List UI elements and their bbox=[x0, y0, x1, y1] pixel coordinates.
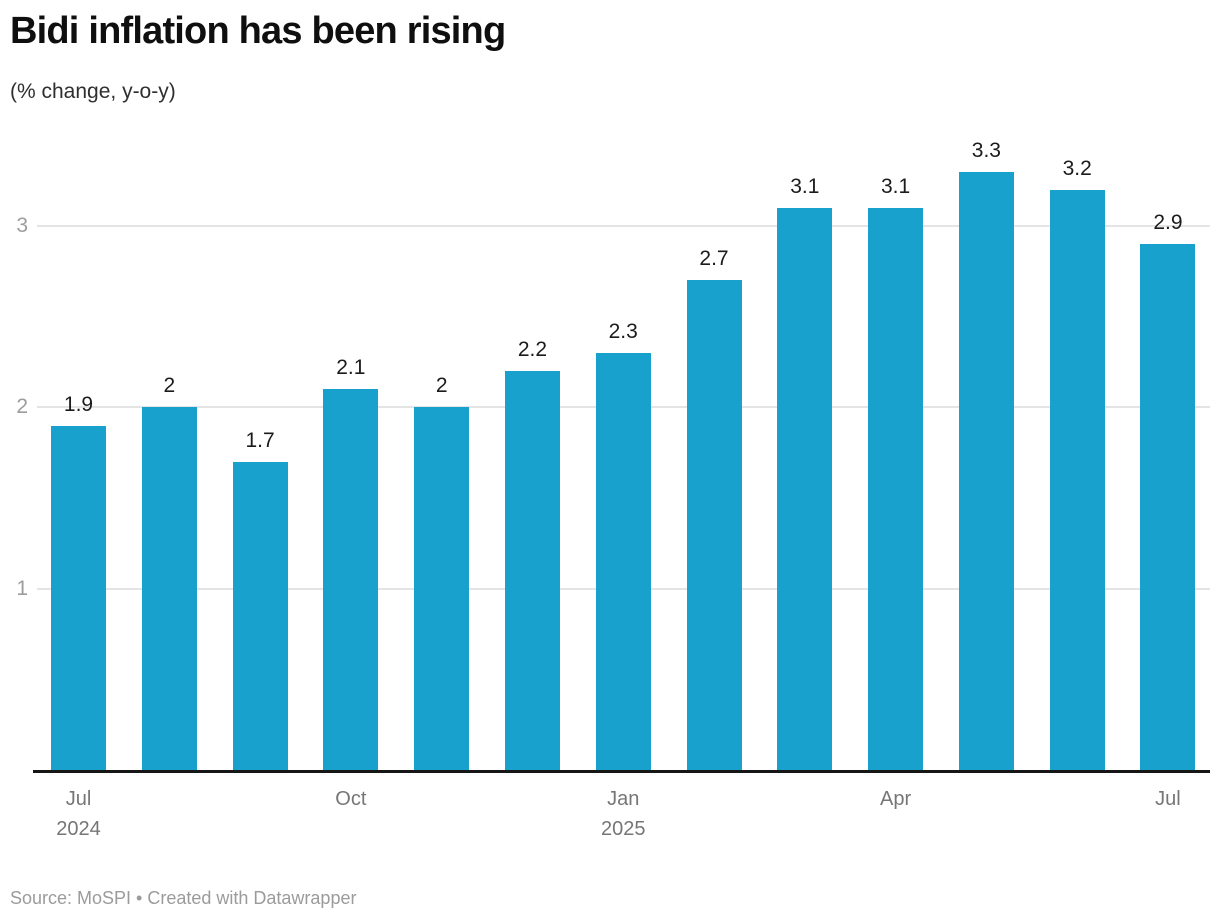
bar-value-label: 3.1 bbox=[790, 174, 820, 198]
bar-value-label: 2 bbox=[163, 374, 176, 398]
x-axis-tick-label-line: Oct bbox=[335, 788, 367, 810]
bar-value-label: 2 bbox=[435, 374, 448, 398]
x-axis-tick-label: Apr bbox=[836, 784, 956, 814]
bar bbox=[958, 171, 1014, 770]
bar bbox=[504, 371, 560, 770]
x-axis-tick-label-line: Apr bbox=[880, 788, 912, 810]
y-axis-tick-label: 2 bbox=[16, 395, 28, 419]
chart-subtitle: (% change, y-o-y) bbox=[10, 80, 176, 103]
bar-value-label: 2.9 bbox=[1153, 211, 1183, 235]
x-axis-tick-label-line: Jul bbox=[1155, 788, 1181, 810]
bar bbox=[51, 425, 106, 770]
bar bbox=[868, 207, 924, 770]
bar-value-label: 1.7 bbox=[245, 428, 275, 452]
bar-value-label: 2.2 bbox=[517, 338, 548, 362]
x-axis-tick-label: Jan 2025 bbox=[563, 784, 683, 844]
x-axis-line bbox=[33, 770, 1210, 773]
x-axis-tick-label: Jul bbox=[1108, 784, 1220, 814]
bar bbox=[1049, 189, 1105, 770]
bar bbox=[414, 407, 470, 770]
x-axis-tick-label-line: 2024 bbox=[56, 818, 101, 840]
x-axis-tick-label-line: 2025 bbox=[600, 818, 646, 840]
bar bbox=[1140, 244, 1196, 770]
bar-value-label: 3.1 bbox=[881, 174, 911, 198]
bar-value-label: 2.7 bbox=[699, 247, 729, 271]
bar bbox=[686, 280, 742, 770]
source-note: Source: MoSPI • Created with Datawrapper bbox=[10, 888, 357, 908]
bar bbox=[323, 389, 379, 770]
y-gridline bbox=[37, 225, 1210, 228]
bar bbox=[141, 407, 197, 770]
chart-title: Bidi inflation has been rising bbox=[10, 10, 506, 52]
bar bbox=[595, 353, 651, 770]
bar bbox=[777, 207, 833, 770]
x-axis-tick-label: Jul 2024 bbox=[19, 784, 139, 844]
bar-value-label: 1.9 bbox=[63, 392, 94, 416]
x-axis-tick-label-line: Jan bbox=[607, 788, 640, 810]
bar-value-label: 3.2 bbox=[1062, 156, 1092, 180]
x-axis-tick-label: Oct bbox=[291, 784, 411, 814]
x-axis-tick-label-line: Jul bbox=[65, 788, 92, 810]
bar-value-label: 2.1 bbox=[336, 356, 366, 380]
y-axis-tick-label: 1 bbox=[16, 576, 28, 600]
bar-value-label: 2.3 bbox=[608, 320, 638, 343]
y-axis-tick-label: 3 bbox=[16, 214, 28, 238]
bar bbox=[232, 461, 288, 770]
bar-value-label: 3.3 bbox=[971, 138, 1001, 162]
